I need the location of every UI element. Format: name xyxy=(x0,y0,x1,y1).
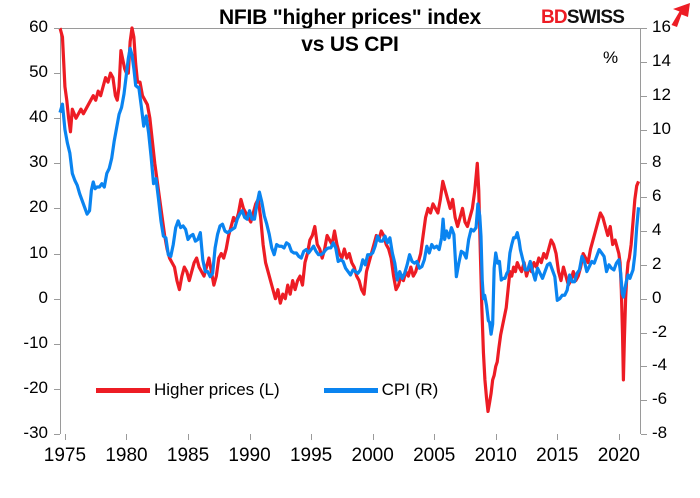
legend-item-cpi: CPI (R) xyxy=(323,380,439,400)
left-axis-label: -30 xyxy=(23,423,48,442)
right-axis-label: 0 xyxy=(652,287,662,307)
right-axis-tick xyxy=(641,129,647,131)
left-axis-label: 10 xyxy=(29,242,48,262)
left-axis-tick xyxy=(54,73,60,75)
left-axis-label: -10 xyxy=(23,332,48,352)
x-axis-label: 2015 xyxy=(536,445,579,466)
right-axis-tick xyxy=(641,95,647,97)
series-lines xyxy=(58,26,641,414)
logo-text-swiss: SWISS xyxy=(566,7,625,28)
right-axis-label: 10 xyxy=(652,118,671,138)
x-axis-tick xyxy=(372,434,374,440)
x-axis-tick xyxy=(126,434,128,440)
x-axis-tick xyxy=(557,434,559,440)
right-axis-label: 14 xyxy=(652,50,671,70)
x-axis-label: 1990 xyxy=(228,445,271,466)
chart-legend: Higher prices (L) CPI (R) xyxy=(96,380,438,400)
left-axis-label: 50 xyxy=(29,62,48,82)
left-axis-label: 60 xyxy=(29,17,48,36)
x-axis-tick xyxy=(618,434,620,440)
right-axis-tick xyxy=(641,434,647,435)
right-axis-label: 4 xyxy=(652,220,662,239)
left-axis-tick xyxy=(54,208,60,210)
x-axis-label: 2010 xyxy=(474,445,517,466)
left-axis-tick xyxy=(54,434,60,435)
right-axis-tick xyxy=(641,264,647,266)
left-axis-label: 40 xyxy=(29,107,48,127)
chart-title-line-2: vs US CPI xyxy=(301,33,399,56)
right-axis-tick xyxy=(641,163,647,165)
legend-item-higher-prices: Higher prices (L) xyxy=(96,380,280,400)
logo-text-bd: BD xyxy=(541,7,568,28)
x-axis-label: 2005 xyxy=(413,445,456,466)
legend-swatch-blue xyxy=(323,387,378,393)
x-axis-tick xyxy=(249,434,251,440)
legend-label-higher-prices: Higher prices (L) xyxy=(154,380,280,399)
right-axis-label: -2 xyxy=(652,321,668,341)
x-axis-tick xyxy=(64,434,66,440)
right-axis-label: 8 xyxy=(652,152,662,172)
right-axis-unit-label: % xyxy=(603,48,619,67)
left-axis-label: 20 xyxy=(29,197,48,217)
right-axis-label: -4 xyxy=(652,355,668,375)
x-axis-label: 1980 xyxy=(105,445,148,466)
right-axis-tick xyxy=(641,332,647,334)
chart-title-line-1: NFIB "higher prices" index xyxy=(218,6,482,29)
left-axis-tick xyxy=(54,253,60,255)
x-axis-label: 2000 xyxy=(351,445,394,466)
x-axis-label: 2020 xyxy=(597,445,640,466)
x-axis-tick xyxy=(188,434,190,440)
page-title: NFIB "higher prices" index vs US CPI xyxy=(120,4,580,58)
left-axis-tick xyxy=(54,343,60,345)
right-axis-label: -8 xyxy=(652,423,668,442)
left-axis-label: 30 xyxy=(29,152,48,172)
right-axis-tick xyxy=(641,366,647,368)
left-axis-tick xyxy=(54,163,60,165)
right-axis-tick xyxy=(641,231,647,232)
left-axis-tick xyxy=(54,298,60,300)
x-axis-tick xyxy=(434,434,436,440)
x-axis-tick xyxy=(495,434,497,440)
right-axis-line xyxy=(640,28,641,434)
left-axis-label: -20 xyxy=(23,377,48,397)
arrow-up-right-icon xyxy=(671,3,690,27)
left-axis-tick xyxy=(54,388,60,390)
right-axis-label: -6 xyxy=(652,389,668,409)
right-axis-tick xyxy=(641,61,647,63)
x-axis-tick xyxy=(311,434,313,440)
series-path-higher-prices xyxy=(58,26,641,414)
right-axis-tick xyxy=(641,400,647,402)
left-axis-label: 0 xyxy=(38,287,48,307)
series-path-cpi xyxy=(58,46,641,336)
right-axis-label: 12 xyxy=(652,84,671,104)
legend-label-cpi: CPI (R) xyxy=(381,380,439,399)
plot-area xyxy=(58,26,641,434)
legend-swatch-red xyxy=(96,387,150,393)
right-axis-label: 2 xyxy=(652,253,662,273)
left-axis-line xyxy=(60,28,61,434)
right-axis-label: 6 xyxy=(652,186,662,206)
x-axis-label: 1985 xyxy=(166,445,210,466)
right-axis-tick xyxy=(641,197,647,199)
left-axis-tick xyxy=(54,28,60,29)
x-axis-label: 1975 xyxy=(43,445,87,466)
right-axis-tick xyxy=(641,28,647,29)
right-axis-label: 16 xyxy=(652,17,671,36)
left-axis-tick xyxy=(54,118,60,120)
zero-baseline xyxy=(60,28,641,29)
bdswiss-logo: BDSWISS xyxy=(541,7,625,29)
right-axis-tick xyxy=(641,298,647,300)
x-axis-label: 1995 xyxy=(289,445,333,466)
